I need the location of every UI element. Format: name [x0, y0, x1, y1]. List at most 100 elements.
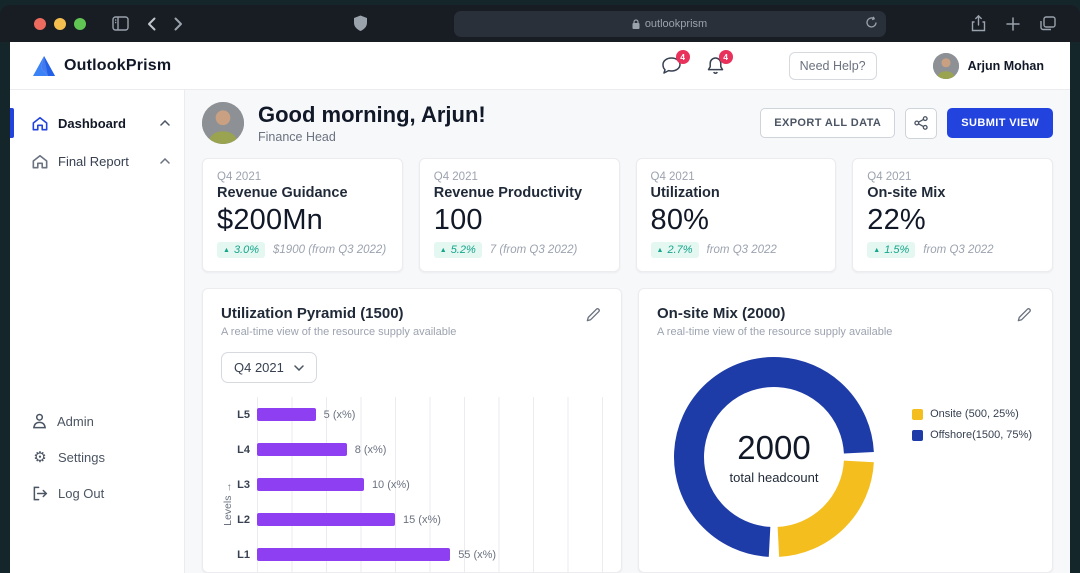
notifications-button[interactable]: 4 — [706, 49, 733, 76]
chart-title: On-site Mix (2000) — [657, 305, 786, 322]
kpi-title: On-site Mix — [867, 185, 946, 201]
bar-value-label: 8 (x%) — [354, 443, 387, 456]
brand-name: OutlookPrism — [64, 56, 172, 74]
kpi-row: Q4 2021 Revenue Guidance $200Mn ▲ 3.0% $1… — [202, 158, 1053, 272]
kpi-period: Q4 2021 — [867, 171, 912, 183]
share-icon[interactable] — [971, 15, 986, 32]
kpi-delta-badge: ▲ 2.7% — [650, 242, 699, 258]
bar-category: L4 — [237, 443, 250, 456]
chat-icon — [661, 57, 681, 74]
app-window: OutlookPrism 4 4 Need Help? Arjun Mohan — [10, 42, 1070, 573]
back-icon[interactable] — [147, 17, 156, 31]
sidebar-item-final-report[interactable]: Final Report — [10, 142, 184, 180]
kpi-value: $200Mn — [217, 204, 323, 236]
onsite-mix-card: On-site Mix (2000) A real-time view of t… — [638, 288, 1053, 573]
bar-category: L3 — [237, 478, 250, 491]
chevron-up-icon — [160, 158, 170, 164]
legend-swatch — [912, 429, 924, 441]
bar-category: L5 — [237, 408, 250, 421]
kpi-period: Q4 2021 — [650, 171, 695, 183]
chart-subtitle: A real-time view of the resource supply … — [657, 326, 893, 338]
sidebar-item-label: Log Out — [58, 485, 105, 501]
chart-title: Utilization Pyramid (1500) — [221, 305, 404, 322]
person-icon — [33, 413, 46, 429]
kpi-title: Revenue Guidance — [217, 185, 348, 201]
page-title: Good morning, Arjun! — [258, 102, 486, 128]
kpi-value: 80% — [650, 204, 710, 236]
home-icon — [32, 154, 48, 169]
edit-chart-button[interactable] — [583, 305, 603, 325]
need-help-button[interactable]: Need Help? — [788, 51, 877, 80]
bar-value-label: 55 (x%) — [458, 548, 497, 561]
period-dropdown[interactable]: Q4 2021 — [221, 352, 317, 383]
url-bar[interactable]: outlookprism — [453, 10, 886, 37]
bar-chart: Levels → L5 5 (x%) L4 8 (x%) L3 — [221, 397, 603, 572]
kpi-card-revenue-productivity: Q4 2021 Revenue Productivity 100 ▲ 5.2% 7… — [418, 158, 620, 272]
donut-center-value: 2000 — [737, 429, 811, 466]
bar-category: L2 — [237, 513, 250, 526]
user-name: Arjun Mohan — [967, 58, 1044, 73]
kpi-card-utilization: Q4 2021 Utilization 80% ▲ 2.7% from Q3 20… — [635, 158, 837, 272]
submit-view-button[interactable]: SUBMIT VIEW — [947, 108, 1053, 138]
forward-icon[interactable] — [174, 17, 183, 31]
tab-overview-icon[interactable] — [1040, 16, 1056, 31]
browser-chrome: outlookprism — [0, 5, 1080, 42]
kpi-title: Utilization — [650, 185, 720, 201]
legend-item-offshore[interactable]: Offshore(1500, 75%) — [912, 429, 1032, 441]
bar[interactable] — [257, 548, 451, 561]
sidebar-item-label: Final Report — [58, 153, 129, 169]
charts-row: Utilization Pyramid (1500) A real-time v… — [202, 288, 1053, 573]
sidebar-item-dashboard[interactable]: Dashboard — [10, 104, 184, 142]
brand[interactable]: OutlookPrism — [10, 55, 185, 77]
chat-button[interactable]: 4 — [661, 50, 690, 75]
kpi-period: Q4 2021 — [433, 171, 478, 183]
logout-icon — [33, 486, 48, 500]
legend-label: Offshore(1500, 75%) — [930, 429, 1032, 441]
bar-row: L3 10 (x%) — [235, 467, 603, 502]
y-axis-label: Levels → — [222, 482, 234, 526]
utilization-pyramid-card: Utilization Pyramid (1500) A real-time v… — [202, 288, 622, 573]
minimize-window-button[interactable] — [54, 17, 66, 30]
user-menu[interactable]: Arjun Mohan — [932, 52, 1044, 79]
chart-legend: Onsite (500, 25%) Offshore(1500, 75%) — [912, 408, 1034, 562]
bar[interactable] — [257, 478, 364, 491]
close-window-button[interactable] — [34, 17, 46, 30]
new-tab-icon[interactable] — [1006, 16, 1020, 31]
sidebar-item-label: Settings — [58, 449, 105, 465]
chart-subtitle: A real-time view of the resource supply … — [221, 326, 457, 338]
bar[interactable] — [257, 408, 316, 421]
chevron-down-icon — [294, 364, 304, 371]
donut-center-label: total headcount — [729, 470, 819, 485]
kpi-delta-badge: ▲ 5.2% — [433, 242, 482, 258]
zoom-window-button[interactable] — [74, 17, 86, 30]
privacy-shield-icon[interactable] — [353, 15, 368, 32]
export-all-data-button[interactable]: EXPORT ALL DATA — [760, 108, 896, 138]
sidebar-item-admin[interactable]: Admin — [10, 403, 184, 439]
chat-badge: 4 — [675, 50, 690, 64]
triangle-up-icon: ▲ — [656, 246, 664, 254]
reload-icon[interactable] — [865, 16, 878, 29]
sidebar-toggle-icon[interactable] — [112, 16, 129, 31]
triangle-up-icon: ▲ — [873, 246, 881, 254]
bar[interactable] — [257, 513, 395, 526]
home-icon — [32, 116, 48, 131]
bar[interactable] — [257, 443, 347, 456]
bar-value-label: 15 (x%) — [403, 513, 441, 526]
kpi-card-onsite-mix: Q4 2021 On-site Mix 22% ▲ 1.5% from Q3 20… — [852, 158, 1053, 272]
edit-chart-button[interactable] — [1014, 305, 1034, 325]
kpi-note: from Q3 2022 — [923, 244, 994, 256]
share-view-button[interactable] — [905, 107, 938, 139]
sidebar-item-logout[interactable]: Log Out — [10, 475, 184, 511]
kpi-value: 22% — [867, 204, 926, 236]
legend-item-onsite[interactable]: Onsite (500, 25%) — [912, 408, 1032, 420]
kpi-period: Q4 2021 — [217, 171, 262, 183]
triangle-up-icon: ▲ — [439, 246, 447, 254]
bell-badge: 4 — [718, 49, 733, 64]
triangle-up-icon: ▲ — [223, 246, 230, 254]
sidebar-item-settings[interactable]: ⚙ Settings — [10, 439, 184, 475]
kpi-note: $1900 (from Q3 2022) — [273, 244, 387, 256]
kpi-card-revenue-guidance: Q4 2021 Revenue Guidance $200Mn ▲ 3.0% $1… — [202, 158, 403, 272]
donut-chart[interactable] — [669, 352, 879, 562]
outlookprism-logo-icon — [32, 55, 56, 77]
main-content: Good morning, Arjun! Finance Head EXPORT… — [185, 90, 1070, 573]
